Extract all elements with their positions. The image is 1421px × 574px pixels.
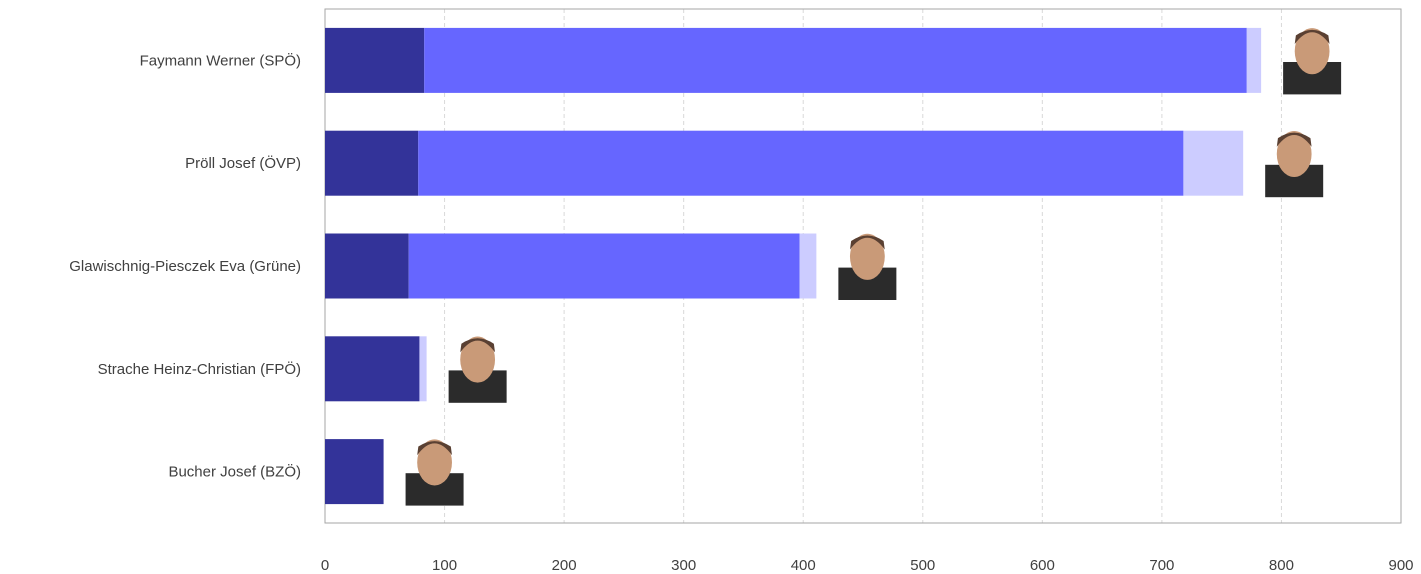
bar-segment — [418, 130, 1184, 196]
category-label: Pröll Josef (ÖVP) — [185, 154, 301, 172]
x-tick-label: 700 — [1149, 557, 1174, 574]
portrait-icon — [838, 233, 897, 300]
bar-segment — [424, 27, 1247, 93]
category-label: Faymann Werner (SPÖ) — [140, 51, 301, 69]
x-tick-label: 600 — [1030, 557, 1055, 574]
grid-lines — [444, 9, 1282, 523]
bar-segment — [1183, 130, 1244, 196]
bar-segment — [325, 233, 409, 299]
x-tick-label: 100 — [432, 557, 457, 574]
category-label: Strache Heinz-Christian (FPÖ) — [98, 360, 301, 378]
bar-series — [325, 27, 1262, 505]
x-tick-label: 900 — [1388, 557, 1413, 574]
bar-segment — [325, 130, 419, 196]
x-tick-label: 500 — [910, 557, 935, 574]
portrait-icon — [405, 439, 464, 506]
category-labels: Faymann Werner (SPÖ) Pröll Josef (ÖVP) Gla… — [69, 51, 301, 480]
x-tick-label: 0 — [321, 557, 329, 574]
portrait-icon — [448, 336, 507, 403]
x-tick-label: 400 — [791, 557, 816, 574]
category-label: Bucher Josef (BZÖ) — [168, 463, 301, 481]
bar-segment — [408, 233, 800, 299]
bar-segment — [799, 233, 817, 299]
bar-segment — [325, 439, 384, 505]
bar-segment — [325, 336, 420, 402]
category-label: Glawischnig-Piesczek Eva (Grüne) — [69, 258, 301, 275]
portrait-icon — [1283, 28, 1342, 95]
x-tick-label: 200 — [552, 557, 577, 574]
bar-segment — [325, 27, 425, 93]
portraits — [405, 28, 1342, 506]
x-tick-label: 300 — [671, 557, 696, 574]
x-axis-tick-labels: 0 100 200 300 400 500 600 700 800 900 — [321, 557, 1414, 574]
bar-segment — [1246, 27, 1262, 93]
portrait-icon — [1265, 130, 1324, 198]
x-tick-label: 800 — [1269, 557, 1294, 574]
bar-segment — [419, 336, 427, 402]
